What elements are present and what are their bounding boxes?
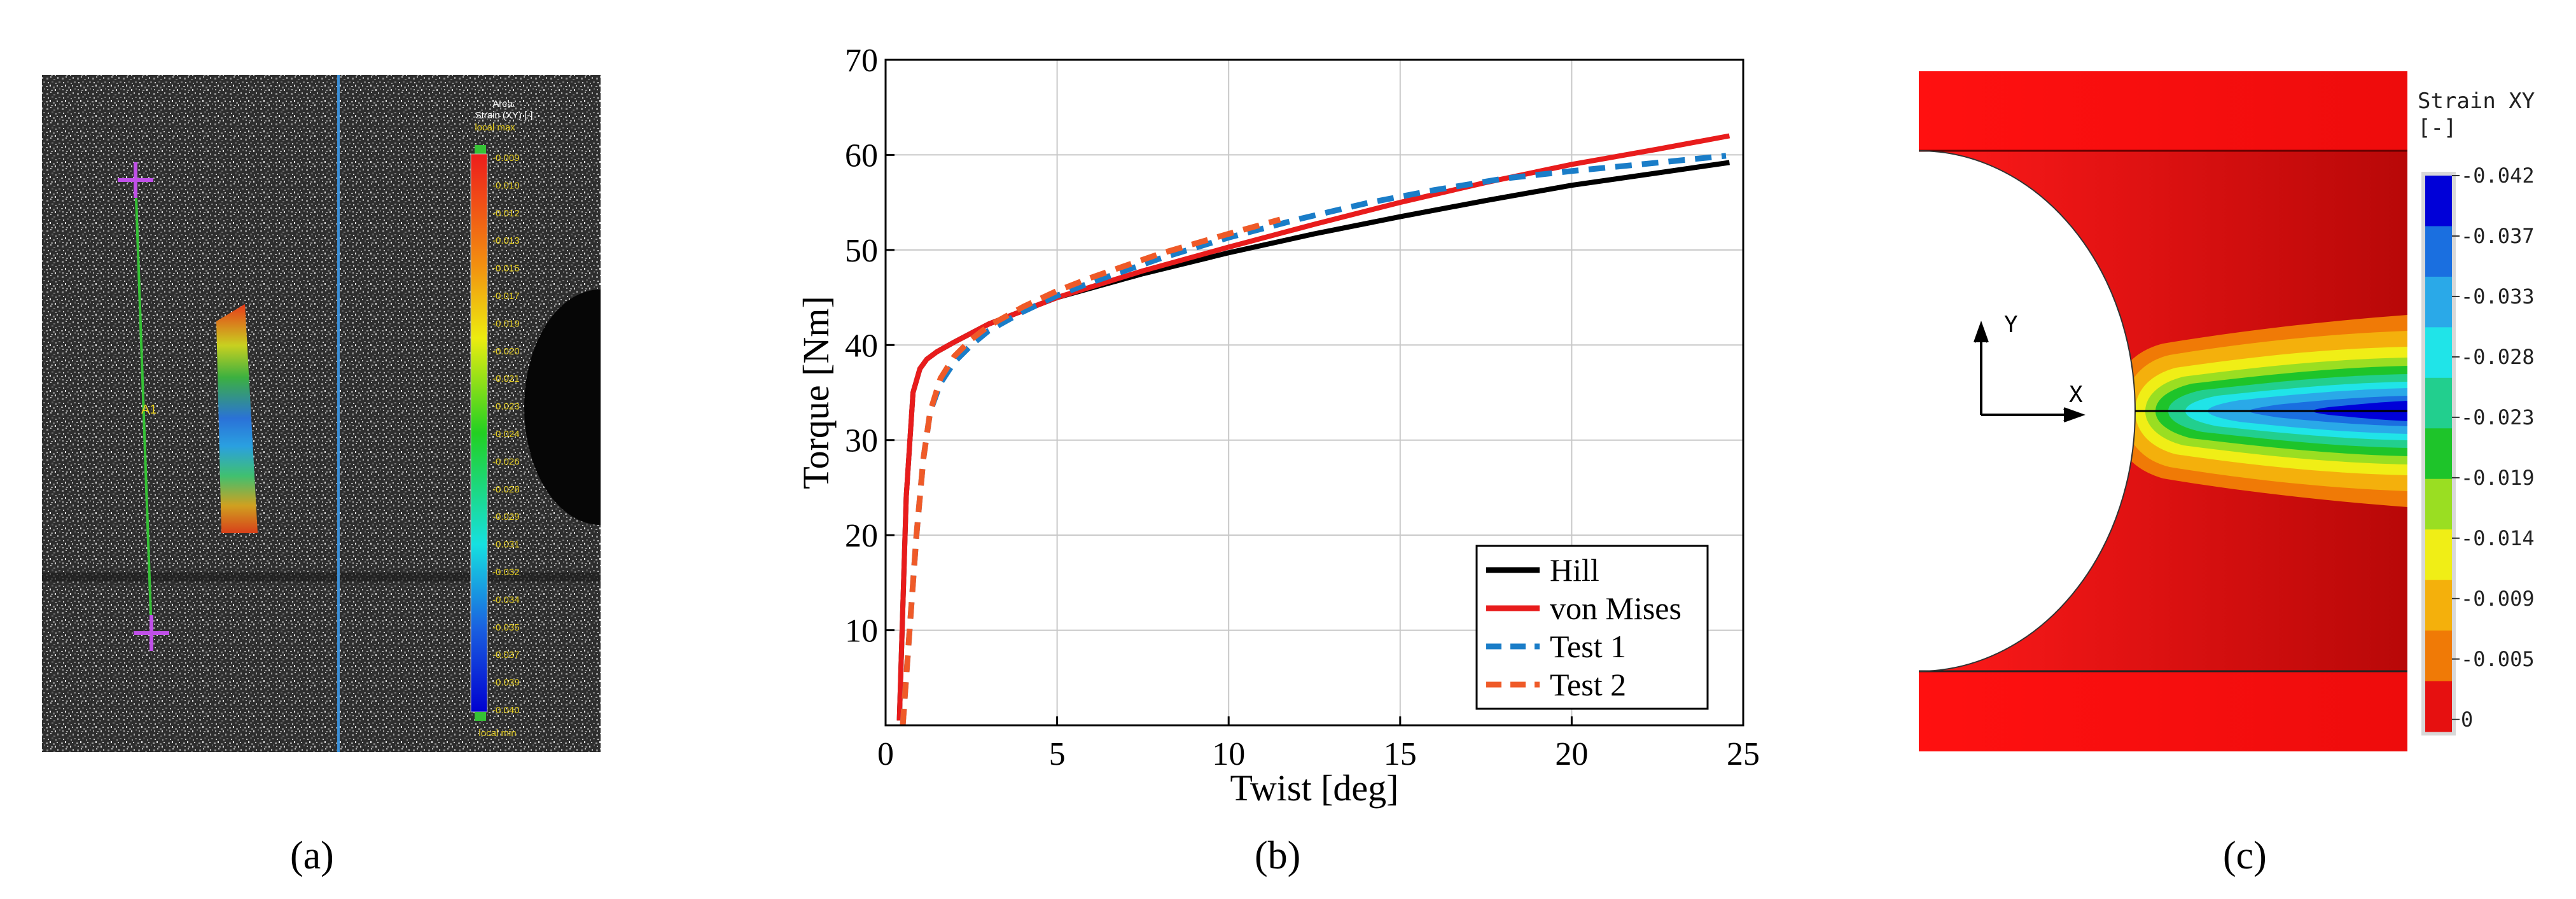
scale-tick-label: -0.013 (492, 235, 520, 246)
scale-tick-label: -0.021 (492, 373, 520, 384)
y-tick-label: 20 (845, 518, 878, 554)
x-tick-label: 10 (1212, 736, 1245, 772)
legend-label: Test 2 (1550, 667, 1626, 702)
scale-ticks: -0.009 -0.010 -0.012 -0.013 -0.015 -0.017 -0.0… (492, 153, 520, 716)
y-tick-label: 10 (845, 613, 878, 650)
y-axis-label: Torque [Nm] (795, 296, 837, 489)
y-tick-label: 30 (845, 423, 878, 459)
scale-tick-label: -0.015 (492, 263, 520, 274)
scale-tick-label: -0.026 (492, 456, 520, 467)
legend-color-band (2425, 631, 2452, 682)
torque-twist-chart: 0 5 10 15 20 25 10 20 30 40 50 60 70 Twist [deg] Tor… (795, 43, 1760, 809)
legend-label: Hill (1550, 552, 1599, 588)
scale-tick-label: -0.010 (492, 180, 520, 191)
legend-color-band (2425, 529, 2452, 581)
scale-min-label: local min (478, 728, 516, 739)
legend-color-band (2425, 377, 2452, 429)
panel-label-c: (c) (2223, 834, 2267, 877)
legend-tick-label: -0.019 (2461, 466, 2535, 490)
y-tick-label: 60 (845, 137, 878, 174)
y-tick-label: 70 (845, 43, 878, 79)
legend-tick-label: 0 (2461, 707, 2473, 732)
scale-tick-label: -0.034 (492, 594, 520, 605)
x-tick-label: 25 (1727, 736, 1760, 772)
legend-title: Strain XY (2418, 88, 2535, 114)
legend-tick-label: -0.033 (2461, 284, 2535, 309)
legend-color-band (2425, 176, 2452, 226)
scale-tick-label: -0.023 (492, 401, 520, 412)
scale-tick-label: -0.031 (492, 540, 520, 550)
scale-tick-label: -0.009 (492, 153, 520, 164)
line-label: A1 (141, 403, 157, 417)
scale-tick-label: -0.028 (492, 484, 520, 495)
scale-tick-label: -0.039 (492, 678, 520, 688)
legend-color-band (2425, 327, 2452, 379)
legend-unit: [-] (2418, 115, 2456, 141)
x-tick-label: 5 (1049, 736, 1066, 772)
legend-tick-label: -0.005 (2461, 647, 2535, 671)
series-line-test-2 (900, 216, 1281, 726)
plot-frame (884, 59, 1744, 727)
axis-label-y: Y (2004, 312, 2018, 338)
chart-series (896, 133, 1730, 726)
scale-tick-label: -0.020 (492, 346, 520, 357)
scale-subtitle: Strain (XY) [-] (475, 110, 533, 121)
x-axis-label: Twist [deg] (1230, 767, 1399, 809)
xy-axis-triad (1974, 321, 2085, 422)
chart-ticks: 0 5 10 15 20 25 10 20 30 40 50 60 70 (845, 43, 1760, 772)
scale-tick-label: -0.017 (492, 291, 520, 302)
y-tick-label: 40 (845, 328, 878, 364)
scale-max-label: local max (475, 122, 515, 133)
legend-color-band (2425, 478, 2452, 530)
legend-tick-label: -0.042 (2461, 164, 2535, 188)
legend-color-band (2425, 580, 2452, 631)
axis-label-x: X (2069, 382, 2083, 408)
legend-color-band (2425, 681, 2452, 732)
panel-a-image: A1 Area: Strain (XY) [-] local max local… (42, 75, 601, 752)
legend-tick-label: -0.037 (2461, 224, 2535, 248)
scale-tick-label: -0.035 (492, 622, 520, 633)
scale-tick-label: -0.032 (492, 567, 520, 578)
scale-tick-label: -0.040 (492, 705, 520, 716)
contour-legend: -0.042 -0.037 -0.033 -0.028 -0.023 -0.019 -0.0… (2421, 164, 2535, 735)
legend-color-band (2425, 428, 2452, 480)
legend-tick-label: -0.009 (2461, 587, 2535, 611)
legend-tick-label: -0.023 (2461, 405, 2535, 429)
panel-c-contour: Y X Strain XY [-] -0.042-0.037-0.033-0.0… (1918, 71, 2535, 751)
scale-tick-label: -0.037 (492, 650, 520, 660)
scale-title: Area: (492, 99, 515, 109)
panel-label-a: (a) (290, 834, 334, 877)
y-tick-label: 50 (845, 233, 878, 269)
scale-tick-label: -0.019 (492, 318, 520, 329)
legend-tick-label: -0.014 (2461, 526, 2535, 550)
scale-tick-label: -0.029 (492, 512, 520, 522)
legend-color-band (2425, 276, 2452, 328)
legend-box (1475, 545, 1709, 710)
scale-tick-label: -0.012 (492, 208, 520, 219)
legend-color-band (2425, 226, 2452, 277)
x-tick-label: 15 (1384, 736, 1417, 772)
panel-label-b: (b) (1255, 834, 1301, 877)
legend-tick-label: -0.028 (2461, 345, 2535, 369)
x-tick-label: 20 (1555, 736, 1588, 772)
x-tick-label: 0 (877, 736, 894, 772)
scale-tick-label: -0.024 (492, 429, 520, 440)
legend-label: von Mises (1550, 590, 1681, 626)
legend-label: Test 1 (1550, 629, 1626, 664)
